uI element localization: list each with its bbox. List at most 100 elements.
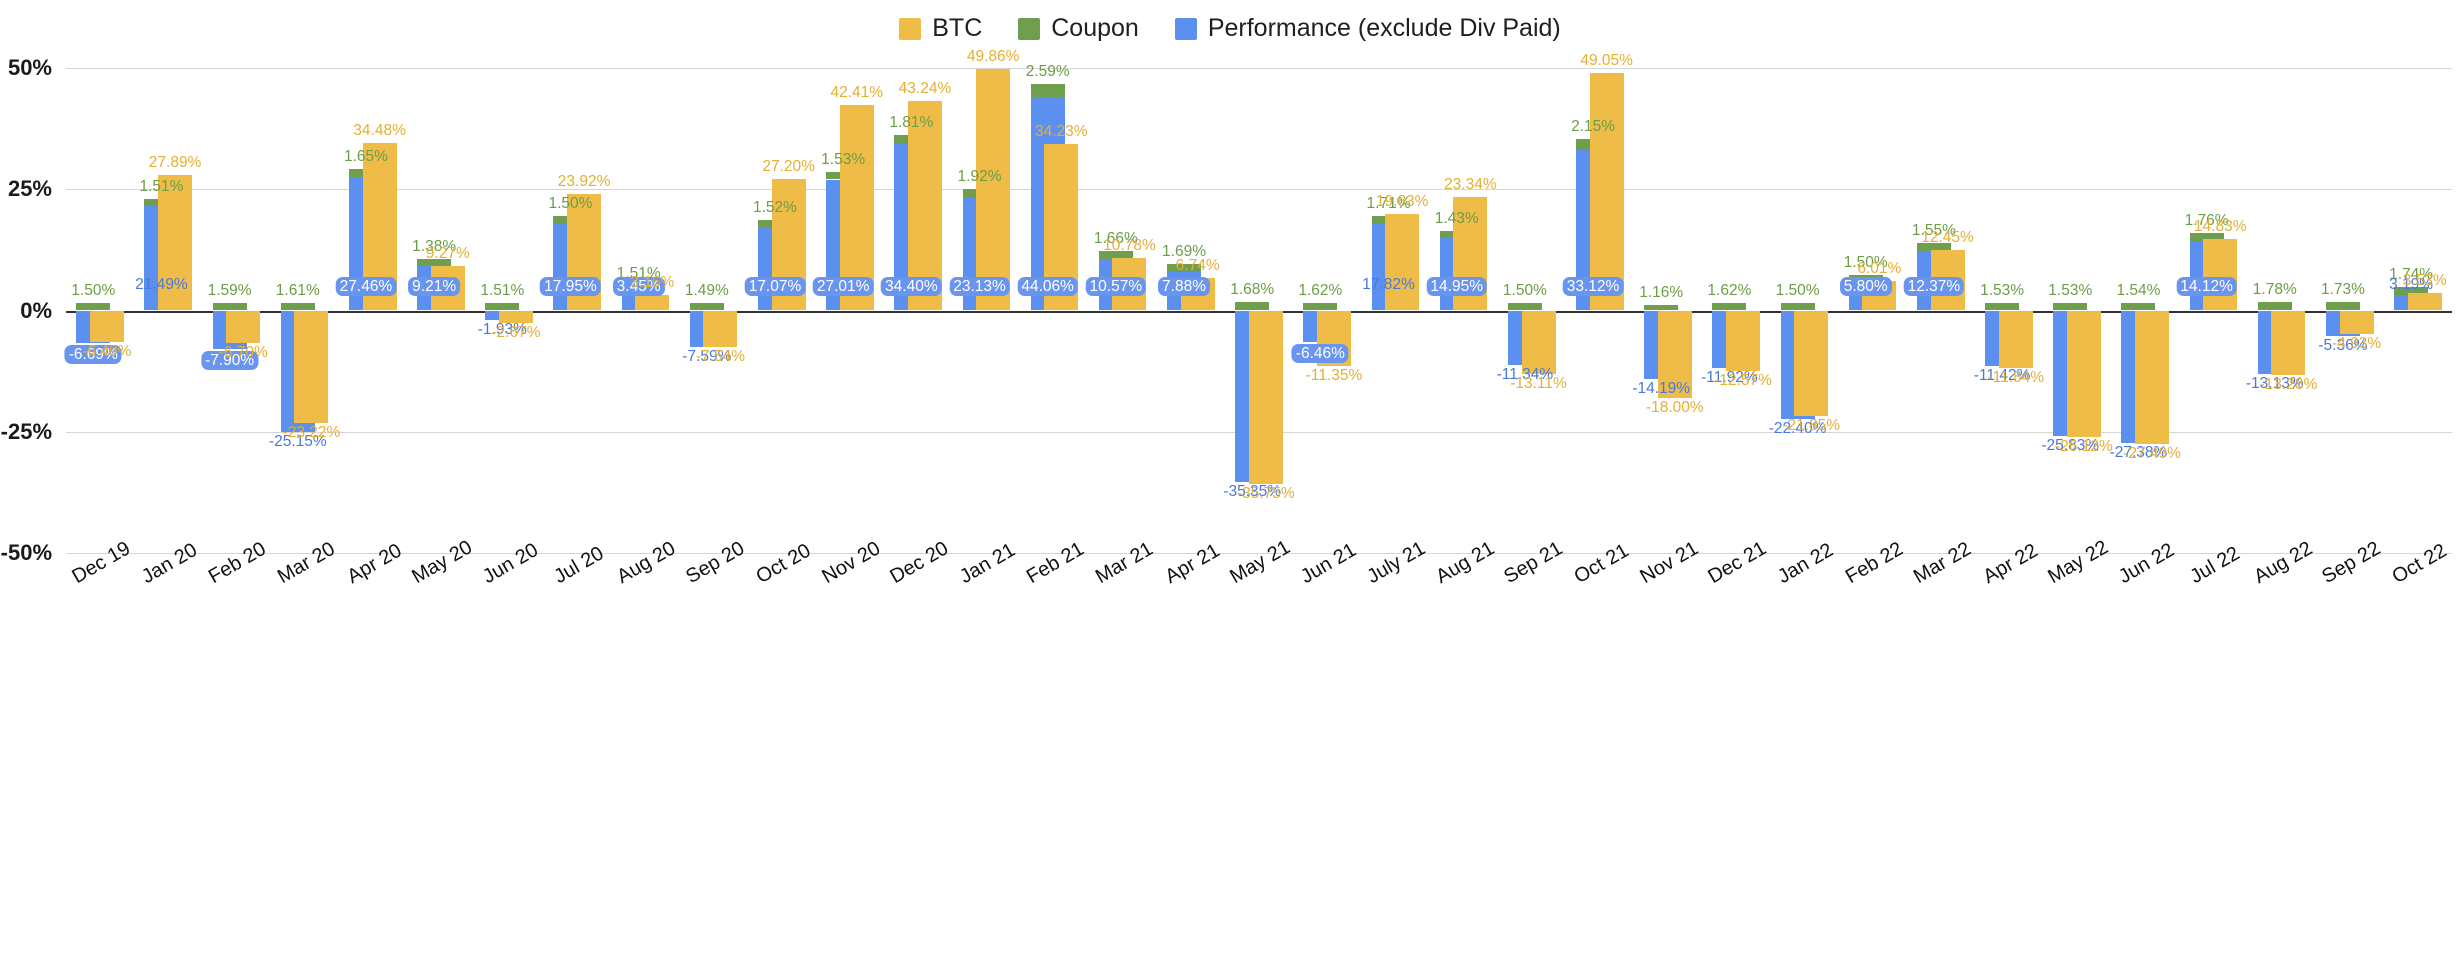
label-btc: -21.85%	[1782, 417, 1841, 435]
legend-btc[interactable]: BTC	[899, 14, 982, 43]
bar-coupon[interactable]	[2189, 233, 2224, 242]
x-axis-tick-cell: Jan 22	[1770, 539, 1838, 683]
bar-group: 2.59% 44.06% 34.23%	[1017, 64, 1088, 553]
bar-group: 1.69% 7.88% 6.74%	[1157, 68, 1225, 553]
y-axis-tick: -25%	[0, 418, 52, 444]
label-btc: 6.74%	[1175, 256, 1220, 274]
bar-group: 1.43% 14.95% 23.34%	[1426, 68, 1497, 553]
bar-coupon[interactable]	[1644, 304, 1679, 311]
label-btc: 12.45%	[1921, 229, 1974, 247]
x-axis-tick-cell: Feb 22	[1838, 538, 1906, 683]
label-performance: -11.42%	[1973, 366, 2031, 384]
label-performance: 3.19%	[2389, 275, 2434, 293]
x-axis-tick-cell: Apr 21	[1157, 540, 1225, 683]
bar-coupon[interactable]	[485, 303, 520, 311]
legend-performance[interactable]: Performance (exclude Div Paid)	[1174, 14, 1561, 43]
label-coupon: 1.71%	[1366, 194, 1411, 212]
bar-coupon[interactable]	[1780, 303, 1815, 311]
bar-btc[interactable]	[839, 104, 874, 311]
bar-coupon[interactable]	[1916, 242, 1951, 251]
label-performance: -11.34%	[1496, 366, 1554, 384]
x-axis-tick-cell: Aug 21	[1429, 537, 1498, 683]
label-performance: -5.36%	[2318, 337, 2368, 355]
label-btc: 34.48%	[353, 122, 406, 140]
bar-btc[interactable]	[1794, 310, 1829, 417]
bar-btc[interactable]	[2135, 310, 2170, 444]
label-coupon: 1.51%	[480, 282, 525, 300]
bar-btc[interactable]	[2407, 293, 2442, 311]
x-axis-labels: Dec 19 Jan 20 Feb 20 Mar 20 Apr 20 May 20 Jun …	[66, 536, 2452, 683]
label-performance: -7.90%	[201, 350, 259, 371]
label-btc: 23.92%	[557, 173, 611, 191]
bar-btc[interactable]	[1248, 310, 1283, 484]
bar-groups: 1.50% -6.69% -6.49% 1.51% 21.49% 27.89% 1.59% -…	[64, 49, 2452, 553]
bar-btc[interactable]	[1521, 310, 1556, 375]
bar-btc[interactable]	[498, 310, 533, 324]
bar-btc[interactable]	[703, 310, 738, 348]
bar-btc[interactable]	[2203, 238, 2238, 311]
bar-btc[interactable]	[976, 68, 1011, 311]
bar-coupon[interactable]	[2121, 303, 2156, 311]
label-coupon: 1.51%	[139, 177, 184, 195]
x-axis-tick-cell: Oct 21	[1566, 540, 1634, 683]
label-coupon: 1.65%	[343, 148, 388, 166]
label-coupon: 1.92%	[957, 168, 1002, 185]
label-performance: -25.15%	[268, 433, 327, 451]
bar-coupon[interactable]	[76, 303, 111, 311]
bar-group: 1.78% -13.13% -13.28%	[2245, 68, 2317, 553]
label-btc: 3.53%	[2402, 272, 2447, 290]
bar-btc[interactable]	[2339, 310, 2374, 335]
bar-group: 1.66% 10.57% 10.78%	[1085, 68, 1157, 553]
bar-btc[interactable]	[294, 310, 329, 424]
label-coupon: 1.69%	[1162, 243, 1206, 261]
bar-coupon[interactable]	[1303, 302, 1338, 311]
bar-btc[interactable]	[2271, 310, 2306, 375]
bar-coupon[interactable]	[2325, 302, 2360, 311]
bar-coupon[interactable]	[212, 302, 247, 311]
bar-coupon[interactable]	[1985, 303, 2020, 311]
bar-coupon[interactable]	[2257, 301, 2292, 311]
bar-coupon[interactable]	[689, 303, 724, 311]
bar-coupon[interactable]	[1098, 251, 1133, 260]
label-btc: -18.00%	[1645, 398, 1704, 416]
bar-btc[interactable]	[1726, 310, 1761, 372]
bar-btc[interactable]	[1998, 310, 2033, 368]
bar-coupon[interactable]	[2394, 286, 2429, 296]
label-performance: -13.13%	[2245, 375, 2304, 393]
x-axis-tick-cell: May 21	[1225, 536, 1294, 683]
bar-btc[interactable]	[635, 295, 670, 311]
bar-coupon[interactable]	[1167, 264, 1202, 273]
bar-group: 1.51% 3.45% 3.16%	[611, 68, 679, 553]
bar-btc[interactable]	[158, 175, 193, 311]
gridline-25: 25%	[8, 176, 2452, 201]
bar-coupon[interactable]	[417, 259, 452, 266]
bar-btc[interactable]	[1385, 214, 1420, 311]
bar-coupon[interactable]	[280, 302, 315, 311]
bar-group: 1.71% 17.82% 19.83%	[1361, 68, 1429, 553]
label-coupon: 1.61%	[275, 281, 320, 299]
label-performance: -6.69%	[64, 344, 122, 365]
bar-coupon[interactable]	[2053, 303, 2088, 311]
bar-btc[interactable]	[2066, 310, 2101, 438]
x-axis-tick-cell: May 20	[407, 536, 476, 683]
bar-btc[interactable]	[1589, 72, 1624, 311]
label-performance: 9.21%	[408, 276, 461, 296]
bar-coupon[interactable]	[1030, 84, 1065, 97]
bar-btc[interactable]	[1657, 310, 1692, 398]
bar-btc[interactable]	[907, 100, 942, 311]
x-axis-tick-cell: Feb 20	[202, 538, 270, 683]
legend-coupon[interactable]: Coupon	[1018, 14, 1139, 43]
gridline-50: 50%	[8, 55, 2452, 80]
label-btc: 23.34%	[1444, 176, 1497, 194]
bar-coupon[interactable]	[1712, 302, 1747, 311]
bar-group: 1.81% 34.40% 43.24%	[881, 68, 952, 553]
label-coupon: 1.74%	[2389, 265, 2434, 283]
bar-btc[interactable]	[226, 310, 261, 343]
y-axis-tick: 25%	[7, 176, 52, 202]
label-btc: -11.84%	[1987, 368, 2044, 386]
bar-btc[interactable]	[89, 310, 124, 342]
bar-coupon[interactable]	[1507, 303, 1542, 311]
x-axis-tick-cell: Jan 20	[134, 539, 202, 683]
bar-coupon[interactable]	[1235, 302, 1270, 311]
bar-group: 1.92% 23.13% 49.86%	[949, 49, 1020, 553]
